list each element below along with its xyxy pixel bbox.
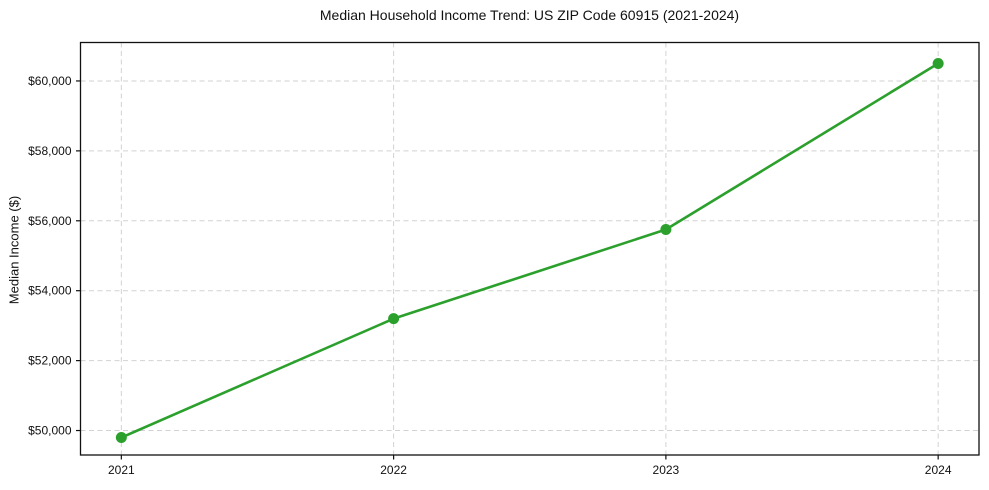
y-tick-label: $52,000 xyxy=(28,354,72,368)
y-tick-label: $58,000 xyxy=(28,144,72,158)
x-tick-label: 2022 xyxy=(380,463,407,477)
data-point xyxy=(932,57,944,69)
y-tick-label: $60,000 xyxy=(28,74,72,88)
data-point xyxy=(115,432,127,444)
plot-frame xyxy=(79,41,980,456)
trend-line xyxy=(120,62,940,439)
data-point xyxy=(388,313,400,325)
y-tick-label: $54,000 xyxy=(28,284,72,298)
x-tick-label: 2023 xyxy=(653,463,680,477)
x-tick-label: 2021 xyxy=(108,463,135,477)
data-point xyxy=(660,224,672,236)
chart-title: Median Household Income Trend: US ZIP Co… xyxy=(319,7,740,23)
x-tick-label: 2024 xyxy=(925,463,952,477)
y-tick-label: $56,000 xyxy=(28,214,72,228)
y-axis-label: Median Income ($) xyxy=(6,195,22,305)
y-tick-label: $50,000 xyxy=(28,424,72,438)
